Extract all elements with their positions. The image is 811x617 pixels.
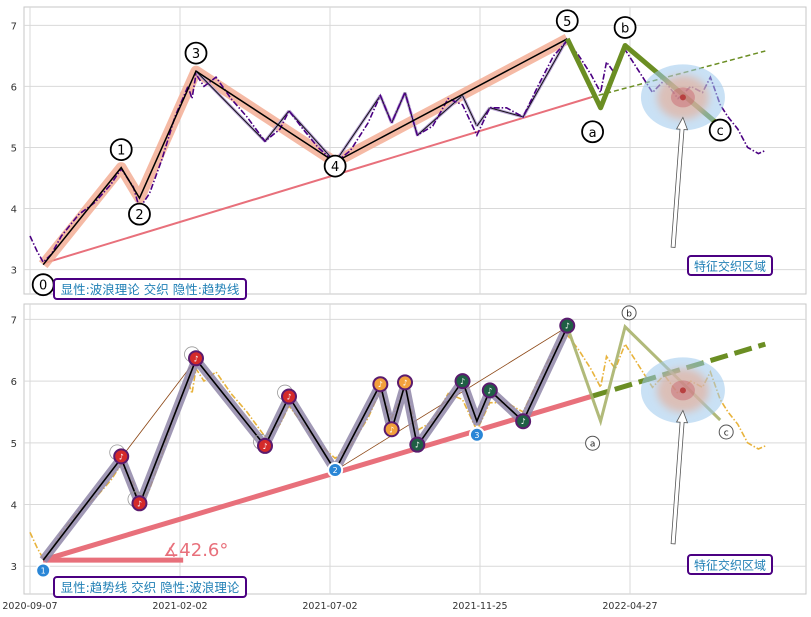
zone-arrow xyxy=(670,116,689,248)
abc-point-label: b xyxy=(621,21,629,36)
main-path xyxy=(42,326,569,561)
signal-marker xyxy=(131,495,148,512)
wave-point-marker xyxy=(184,41,208,65)
wave-point-marker xyxy=(109,138,133,161)
signal-marker-label: ♪ xyxy=(389,425,394,434)
info-box xyxy=(53,576,247,598)
angle-label: ∡42.6° xyxy=(163,540,228,561)
signal-marker-label: 1 xyxy=(41,567,46,576)
sub-wave xyxy=(264,110,290,142)
y-tick-label: 4 xyxy=(11,205,17,216)
zone-label: 特征交织区域 xyxy=(694,259,766,274)
signal-marker-label: ♪ xyxy=(402,378,407,387)
wave-line xyxy=(42,38,568,266)
abc-point-marker xyxy=(718,424,734,440)
abc-point-label: c xyxy=(724,429,729,439)
signal-marker xyxy=(257,437,273,454)
signal-marker xyxy=(327,461,344,478)
info-box-text: 显性:波浪理论 交织 隐性:趋势线 xyxy=(61,282,240,297)
signal-marker-label: ♪ xyxy=(565,322,570,331)
wave-point-label: 4 xyxy=(331,160,339,175)
x-tick-label: 2021-07-02 xyxy=(302,601,357,612)
signal-marker xyxy=(481,382,498,399)
signal-marker xyxy=(454,373,471,390)
y-tick-label: 3 xyxy=(11,266,17,277)
zone-label: 特征交织区域 xyxy=(694,558,766,573)
sub-wave xyxy=(334,95,381,163)
wave-point-label: 0 xyxy=(39,279,47,294)
signal-marker-label: ♪ xyxy=(460,377,465,386)
x-tick-label: 2020-09-07 xyxy=(2,601,57,612)
signal-marker xyxy=(397,374,413,391)
signal-marker xyxy=(515,413,532,430)
signal-marker xyxy=(281,388,297,405)
abc-point-marker xyxy=(708,118,732,142)
info-box-text: 显性:趋势线 交织 隐性:波浪理论 xyxy=(61,580,240,595)
abc-point-marker xyxy=(613,16,637,39)
y-tick-label: 5 xyxy=(11,143,17,154)
signal-marker xyxy=(409,436,426,453)
signal-marker-label: ♪ xyxy=(137,499,142,508)
signal-marker xyxy=(35,562,52,579)
zone-label-box xyxy=(687,554,773,575)
y-tick-label: 7 xyxy=(11,315,17,326)
y-tick-label: 6 xyxy=(11,377,17,388)
wave-point-label: 5 xyxy=(563,15,571,30)
wave-point-marker xyxy=(323,154,347,178)
abc-point-label: b xyxy=(626,309,632,319)
x-tick-label: 2021-11-25 xyxy=(452,601,507,612)
signal-marker xyxy=(468,426,485,443)
x-tick-label: 2021-02-02 xyxy=(152,601,207,612)
wave-point-marker xyxy=(128,202,151,226)
wave-point-marker xyxy=(555,9,579,33)
trendline xyxy=(42,394,592,563)
signal-marker xyxy=(383,421,400,438)
abc-point-marker xyxy=(621,305,637,321)
signal-marker-label: ♪ xyxy=(193,354,198,363)
y-tick-label: 5 xyxy=(11,439,17,450)
wave-point-label: 2 xyxy=(135,208,143,223)
x-tick-label: 2022-04-27 xyxy=(602,601,657,612)
signal-marker-label: ♪ xyxy=(378,380,383,389)
trendline xyxy=(42,96,592,265)
y-tick-label: 4 xyxy=(11,501,17,512)
y-tick-label: 3 xyxy=(11,562,17,573)
abc-point-label: a xyxy=(590,440,596,450)
abc-point-label: c xyxy=(717,124,724,139)
signal-marker-label: 2 xyxy=(333,466,338,475)
signal-marker-label: ♪ xyxy=(262,442,267,451)
y-tick-label: 6 xyxy=(11,82,17,93)
signal-marker xyxy=(559,317,576,334)
abc-point-label: a xyxy=(589,126,597,141)
bottom-panel: 3 4 5 6 7 ∡42.6° a b c 1 ♪ ♪ ♪ ♪ ♪ 2 ♪ ♪ ♪ ♪ ♪ 3 ♪ ♪ ♪ 特征交织区域显性:趋… xyxy=(11,303,807,598)
y-tick-label: 7 xyxy=(11,21,17,32)
signal-marker xyxy=(113,448,130,465)
signal-marker-label: ♪ xyxy=(119,452,124,461)
abc-point-marker xyxy=(581,120,604,144)
sub-wave xyxy=(522,38,568,118)
zone-label-box xyxy=(687,255,773,276)
sub-wave xyxy=(489,107,524,118)
signal-marker xyxy=(372,376,389,393)
signal-marker-label: ♪ xyxy=(487,386,492,395)
zone-center xyxy=(679,387,686,394)
sub-wave xyxy=(462,95,478,127)
sub-wave xyxy=(288,110,336,163)
info-box xyxy=(53,278,247,300)
wave-point-label: 1 xyxy=(117,144,125,159)
zone-arrow xyxy=(670,409,689,545)
signal-marker xyxy=(188,350,204,367)
wave-point-label: 3 xyxy=(192,47,200,62)
signal-marker-label: ♪ xyxy=(521,417,526,426)
signal-marker-label: ♪ xyxy=(415,441,420,450)
zone-center xyxy=(679,94,686,101)
signal-marker-label: 3 xyxy=(474,431,479,440)
abc-point-marker xyxy=(585,435,601,451)
signal-marker-label: ♪ xyxy=(286,393,291,402)
